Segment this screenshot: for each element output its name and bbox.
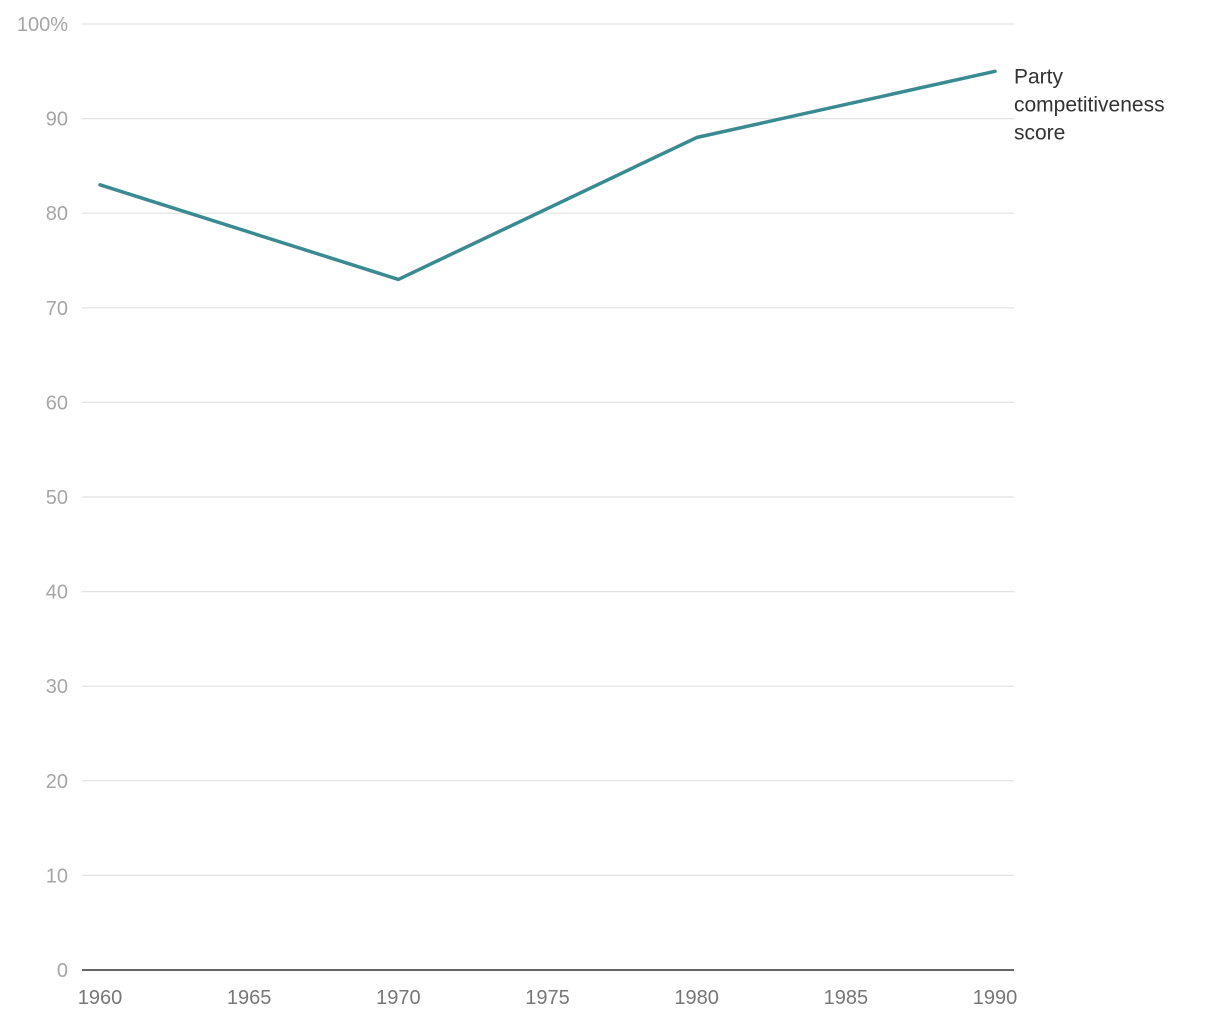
y-tick-label: 80: [46, 203, 68, 225]
series-label-line: competitiveness: [1014, 93, 1165, 116]
x-axis: 1960 1965 1970 1975 1980 1985 1990: [78, 969, 1018, 1009]
x-tick-label: 1990: [973, 987, 1018, 1009]
series-layer: [98, 69, 997, 282]
x-tick-label: 1970: [376, 987, 421, 1009]
series-label-line: Party: [1014, 65, 1064, 88]
y-tick-label: 50: [46, 487, 68, 509]
y-tick-label: 20: [46, 771, 68, 793]
x-tick-label: 1965: [227, 987, 272, 1009]
gridlines: [82, 23, 1014, 877]
series-label: Party competitiveness score: [1014, 65, 1165, 144]
series-labels: Party competitiveness score: [1014, 65, 1165, 144]
x-tick-label: 1985: [824, 987, 869, 1009]
y-tick-label: 40: [46, 582, 68, 604]
y-tick-label: 30: [46, 676, 68, 698]
y-tick-label: 10: [46, 865, 68, 887]
x-tick-label: 1975: [525, 987, 570, 1009]
y-tick-label: 60: [46, 392, 68, 414]
y-tick-label: 100%: [17, 14, 68, 36]
series-label-line: score: [1014, 121, 1065, 144]
y-tick-label: 70: [46, 298, 68, 320]
x-tick-label: 1980: [674, 987, 719, 1009]
series-line-party-competitiveness: [98, 69, 997, 282]
y-tick-label: 0: [57, 960, 68, 982]
y-axis: 0 10 20 30 40 50 60 70 80 90 100%: [17, 14, 68, 982]
x-tick-label: 1960: [78, 987, 123, 1009]
y-tick-label: 90: [46, 109, 68, 131]
